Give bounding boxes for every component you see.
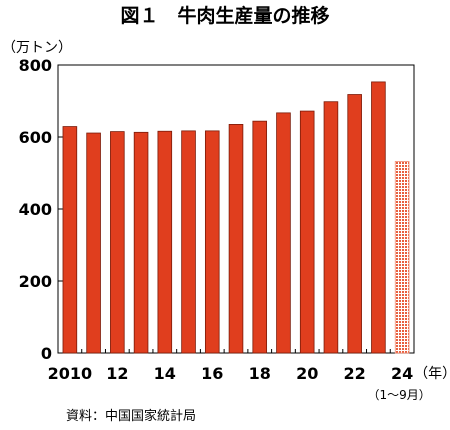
x-tick-label: 16: [201, 364, 223, 383]
x-tick-label: 20: [296, 364, 318, 383]
bar-19: [276, 112, 291, 354]
bar-13: [133, 131, 149, 354]
bar-14: [157, 130, 173, 354]
bar-24-partial: [394, 161, 410, 354]
bar-20: [299, 110, 315, 354]
x-tick-label: 24: [391, 364, 413, 383]
source-note: 資料：中国国家統計局: [66, 408, 196, 424]
bar-22: [347, 94, 362, 354]
x-tick-label: 2010: [48, 364, 93, 383]
x-axis-unit: （年）: [414, 366, 450, 382]
plot-area: 0 200 400 600 800 2010 12 14 16 18 20 22 24（年） （1～9月）: [19, 56, 450, 402]
bar-12: [110, 131, 125, 354]
bar-18: [252, 120, 268, 354]
bar-17: [228, 124, 244, 354]
y-tick-label: 800: [19, 56, 52, 75]
y-tick-label: 0: [41, 344, 52, 363]
bar-11: [86, 132, 101, 354]
y-tick-label: 600: [19, 128, 52, 147]
partial-year-note: （1～9月）: [367, 388, 430, 402]
y-axis-unit: （万トン）: [2, 40, 72, 56]
y-tick-label: 400: [19, 200, 52, 219]
bar-21: [323, 101, 339, 354]
bar-23: [371, 81, 386, 354]
x-tick-label: 14: [154, 364, 176, 383]
bar-15: [181, 130, 196, 354]
x-tick-label: 18: [249, 364, 271, 383]
x-tick-label: 12: [106, 364, 128, 383]
y-tick-label: 200: [19, 272, 52, 291]
bar-2010: [62, 126, 78, 354]
chart-title: 図１ 牛肉生産量の推移: [120, 4, 329, 27]
x-tick-label: 22: [344, 364, 366, 383]
bar-16: [204, 130, 220, 354]
